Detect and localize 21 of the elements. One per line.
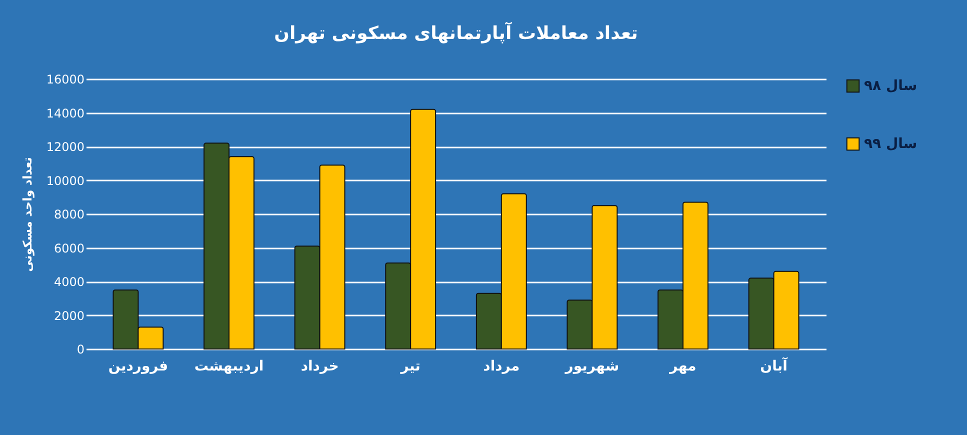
- y-tick-label: 6000: [54, 241, 84, 256]
- x-tick-label: مرداد: [483, 358, 520, 374]
- y-tick-label: 10000: [46, 174, 84, 188]
- y-tick-label: 0: [76, 342, 84, 356]
- x-tick-label: اردیبهشت: [194, 358, 264, 374]
- x-tick-label: خرداد: [300, 358, 339, 374]
- y-tick-label: 2000: [54, 308, 84, 323]
- chart-title: تعداد معاملات آپارتمانهای مسکونی تهران: [274, 21, 638, 44]
- x-tick-label: مهر: [668, 358, 696, 374]
- legend-label: سال ۹۸: [864, 78, 918, 94]
- y-tick-label: 4000: [54, 275, 84, 289]
- y-tick-label: 14000: [46, 106, 84, 120]
- x-tick-label: تیر: [400, 358, 420, 374]
- x-tick-label: شهریور: [564, 358, 620, 374]
- y-axis-title: تعداد واحد مسکونی: [20, 157, 34, 272]
- legend-label: سال ۹۹: [864, 136, 918, 152]
- x-tick-label: آبان: [760, 356, 789, 374]
- y-tick-label: 12000: [46, 140, 84, 154]
- x-tick-label: فروردین: [108, 358, 168, 374]
- y-tick-label: 8000: [54, 208, 84, 222]
- y-tick-label: 16000: [46, 72, 84, 86]
